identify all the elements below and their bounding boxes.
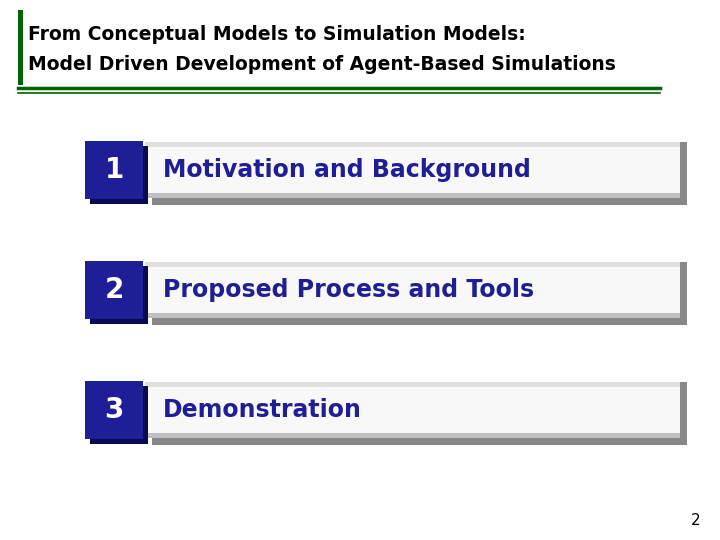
Bar [85, 261, 143, 319]
Bar [145, 142, 680, 198]
Bar [152, 389, 687, 445]
Text: 1: 1 [104, 156, 124, 184]
Bar [90, 146, 148, 204]
Bar [145, 262, 680, 267]
Bar [85, 381, 143, 439]
Bar [680, 382, 687, 445]
Text: From Conceptual Models to Simulation Models:: From Conceptual Models to Simulation Mod… [28, 25, 526, 44]
Bar [145, 382, 680, 387]
Text: 2: 2 [104, 276, 124, 304]
Bar [145, 142, 680, 147]
Bar [145, 382, 680, 438]
Text: Motivation and Background: Motivation and Background [163, 158, 531, 182]
Bar [152, 149, 687, 205]
Bar [90, 266, 148, 324]
Text: 2: 2 [690, 513, 700, 528]
Bar [145, 262, 680, 318]
Bar [145, 193, 680, 198]
Bar [680, 142, 687, 205]
Text: Demonstration: Demonstration [163, 398, 362, 422]
Bar [145, 433, 680, 438]
Bar [680, 262, 687, 325]
Text: 3: 3 [104, 396, 124, 424]
Bar [145, 313, 680, 318]
Bar [18, 10, 23, 85]
Bar [90, 386, 148, 444]
Text: Model Driven Development of Agent-Based Simulations: Model Driven Development of Agent-Based … [28, 56, 616, 75]
Bar [152, 269, 687, 325]
Text: Proposed Process and Tools: Proposed Process and Tools [163, 278, 534, 302]
Bar [85, 141, 143, 199]
